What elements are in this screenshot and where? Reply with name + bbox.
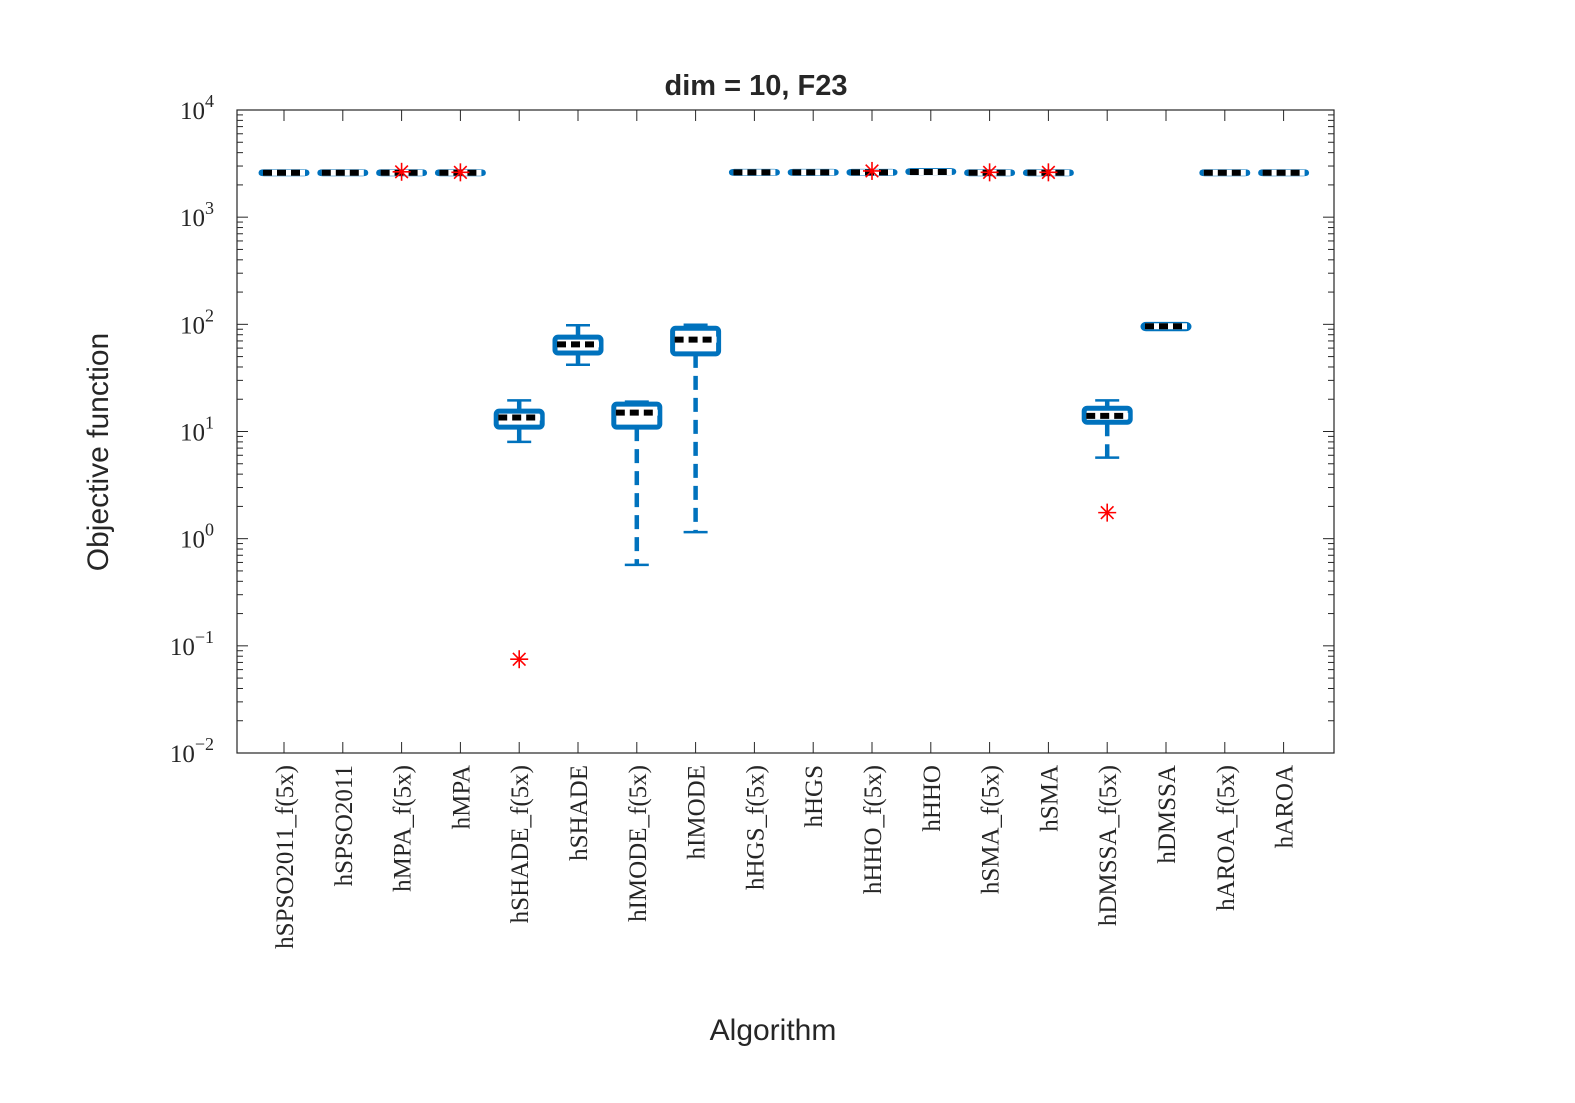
outlier-marker [863,161,881,180]
box-11 [846,161,898,180]
x-tick-label: hHHO_f(5x) [860,765,887,894]
x-tick-label: hSMA_f(5x) [978,765,1005,894]
outlier-stroke [394,164,409,179]
box-15 [1081,399,1133,522]
y-tick-label: 10−2 [170,734,214,768]
y-tick-label: 101 [180,413,214,447]
x-tick-label: hSPSO2011_f(5x) [272,765,299,949]
y-tick-base: 10 [180,527,205,554]
x-tick-label: hDMSSA_f(5x) [1095,765,1122,926]
x-tick-label: hSHADE_f(5x) [507,765,534,923]
x-tick-label: hAROA [1272,765,1299,848]
box-3 [376,162,428,181]
chart-title: dim = 10, F23 [665,70,848,102]
outlier-marker [451,163,470,182]
x-tick-label: hHGS_f(5x) [742,765,769,890]
box-8 [670,323,722,534]
y-tick-exponent: 4 [205,91,214,111]
y-tick-base: 10 [180,98,205,125]
x-tick-label: hSHADE [566,765,593,861]
outlier-stroke [512,652,527,667]
outlier-marker [1098,503,1117,522]
outlier-stroke [865,164,879,178]
y-tick-base: 10 [180,312,205,339]
x-tick-labels: hSPSO2011_f(5x) hSPSO2011 hMPA_f(5x) hMPA hS… [272,765,1299,949]
outlier-stroke [982,165,997,180]
outlier-marker [980,163,999,182]
box-9 [728,168,780,176]
box-5 [493,399,545,669]
box-12 [905,168,957,176]
x-tick-label: hHHO [919,765,946,832]
axis-ticks [237,109,1334,754]
y-axis-label: Objective function [82,333,115,571]
y-tick-exponent: 2 [205,305,214,325]
plot-area [237,110,1334,753]
y-tick-base: 10 [170,634,195,661]
y-tick-label: 104 [180,91,214,125]
y-tick-label: 103 [180,198,214,232]
box-14 [1022,163,1074,182]
box-17 [1199,169,1251,177]
box-2 [317,169,369,177]
x-tick-label: hAROA_f(5x) [1213,765,1240,911]
box-16 [1140,321,1192,332]
y-tick-exponent: −2 [195,734,214,754]
box-18 [1258,169,1310,177]
x-tick-label: hMPA [448,765,475,829]
axes-frame [236,109,1335,754]
box-7 [611,400,663,567]
outlier-stroke [453,165,468,180]
x-tick-label: hIMODE [684,765,711,859]
x-tick-label: hSMA [1036,765,1063,832]
y-tick-exponent: 3 [205,198,214,218]
x-tick-label: hDMSSA [1154,765,1181,864]
box-1 [258,169,310,177]
box-10 [787,168,839,176]
y-tick-exponent: 1 [205,413,214,433]
x-axis-label: Algorithm [710,1014,837,1047]
outlier-stroke [1041,165,1056,180]
box-4 [434,163,486,182]
y-tick-label: 100 [180,520,214,554]
boxplot-series [258,161,1310,669]
y-tick-base: 10 [170,741,195,768]
x-tick-label: hHGS [801,765,828,828]
x-tick-label: hIMODE_f(5x) [625,765,652,922]
y-tick-label: 102 [180,305,214,339]
box-13 [964,163,1016,182]
outlier-marker [510,650,529,669]
outlier-marker [392,162,411,181]
box-6 [552,324,604,366]
outlier-marker [1039,163,1058,182]
y-tick-base: 10 [180,420,205,447]
x-tick-label: hMPA_f(5x) [390,765,417,892]
y-tick-exponent: 0 [205,520,214,540]
outlier-stroke [1100,505,1115,520]
y-tick-base: 10 [180,205,205,232]
y-tick-label: 10−1 [170,627,214,661]
y-tick-exponent: −1 [195,627,214,647]
x-tick-label: hSPSO2011 [331,765,358,886]
